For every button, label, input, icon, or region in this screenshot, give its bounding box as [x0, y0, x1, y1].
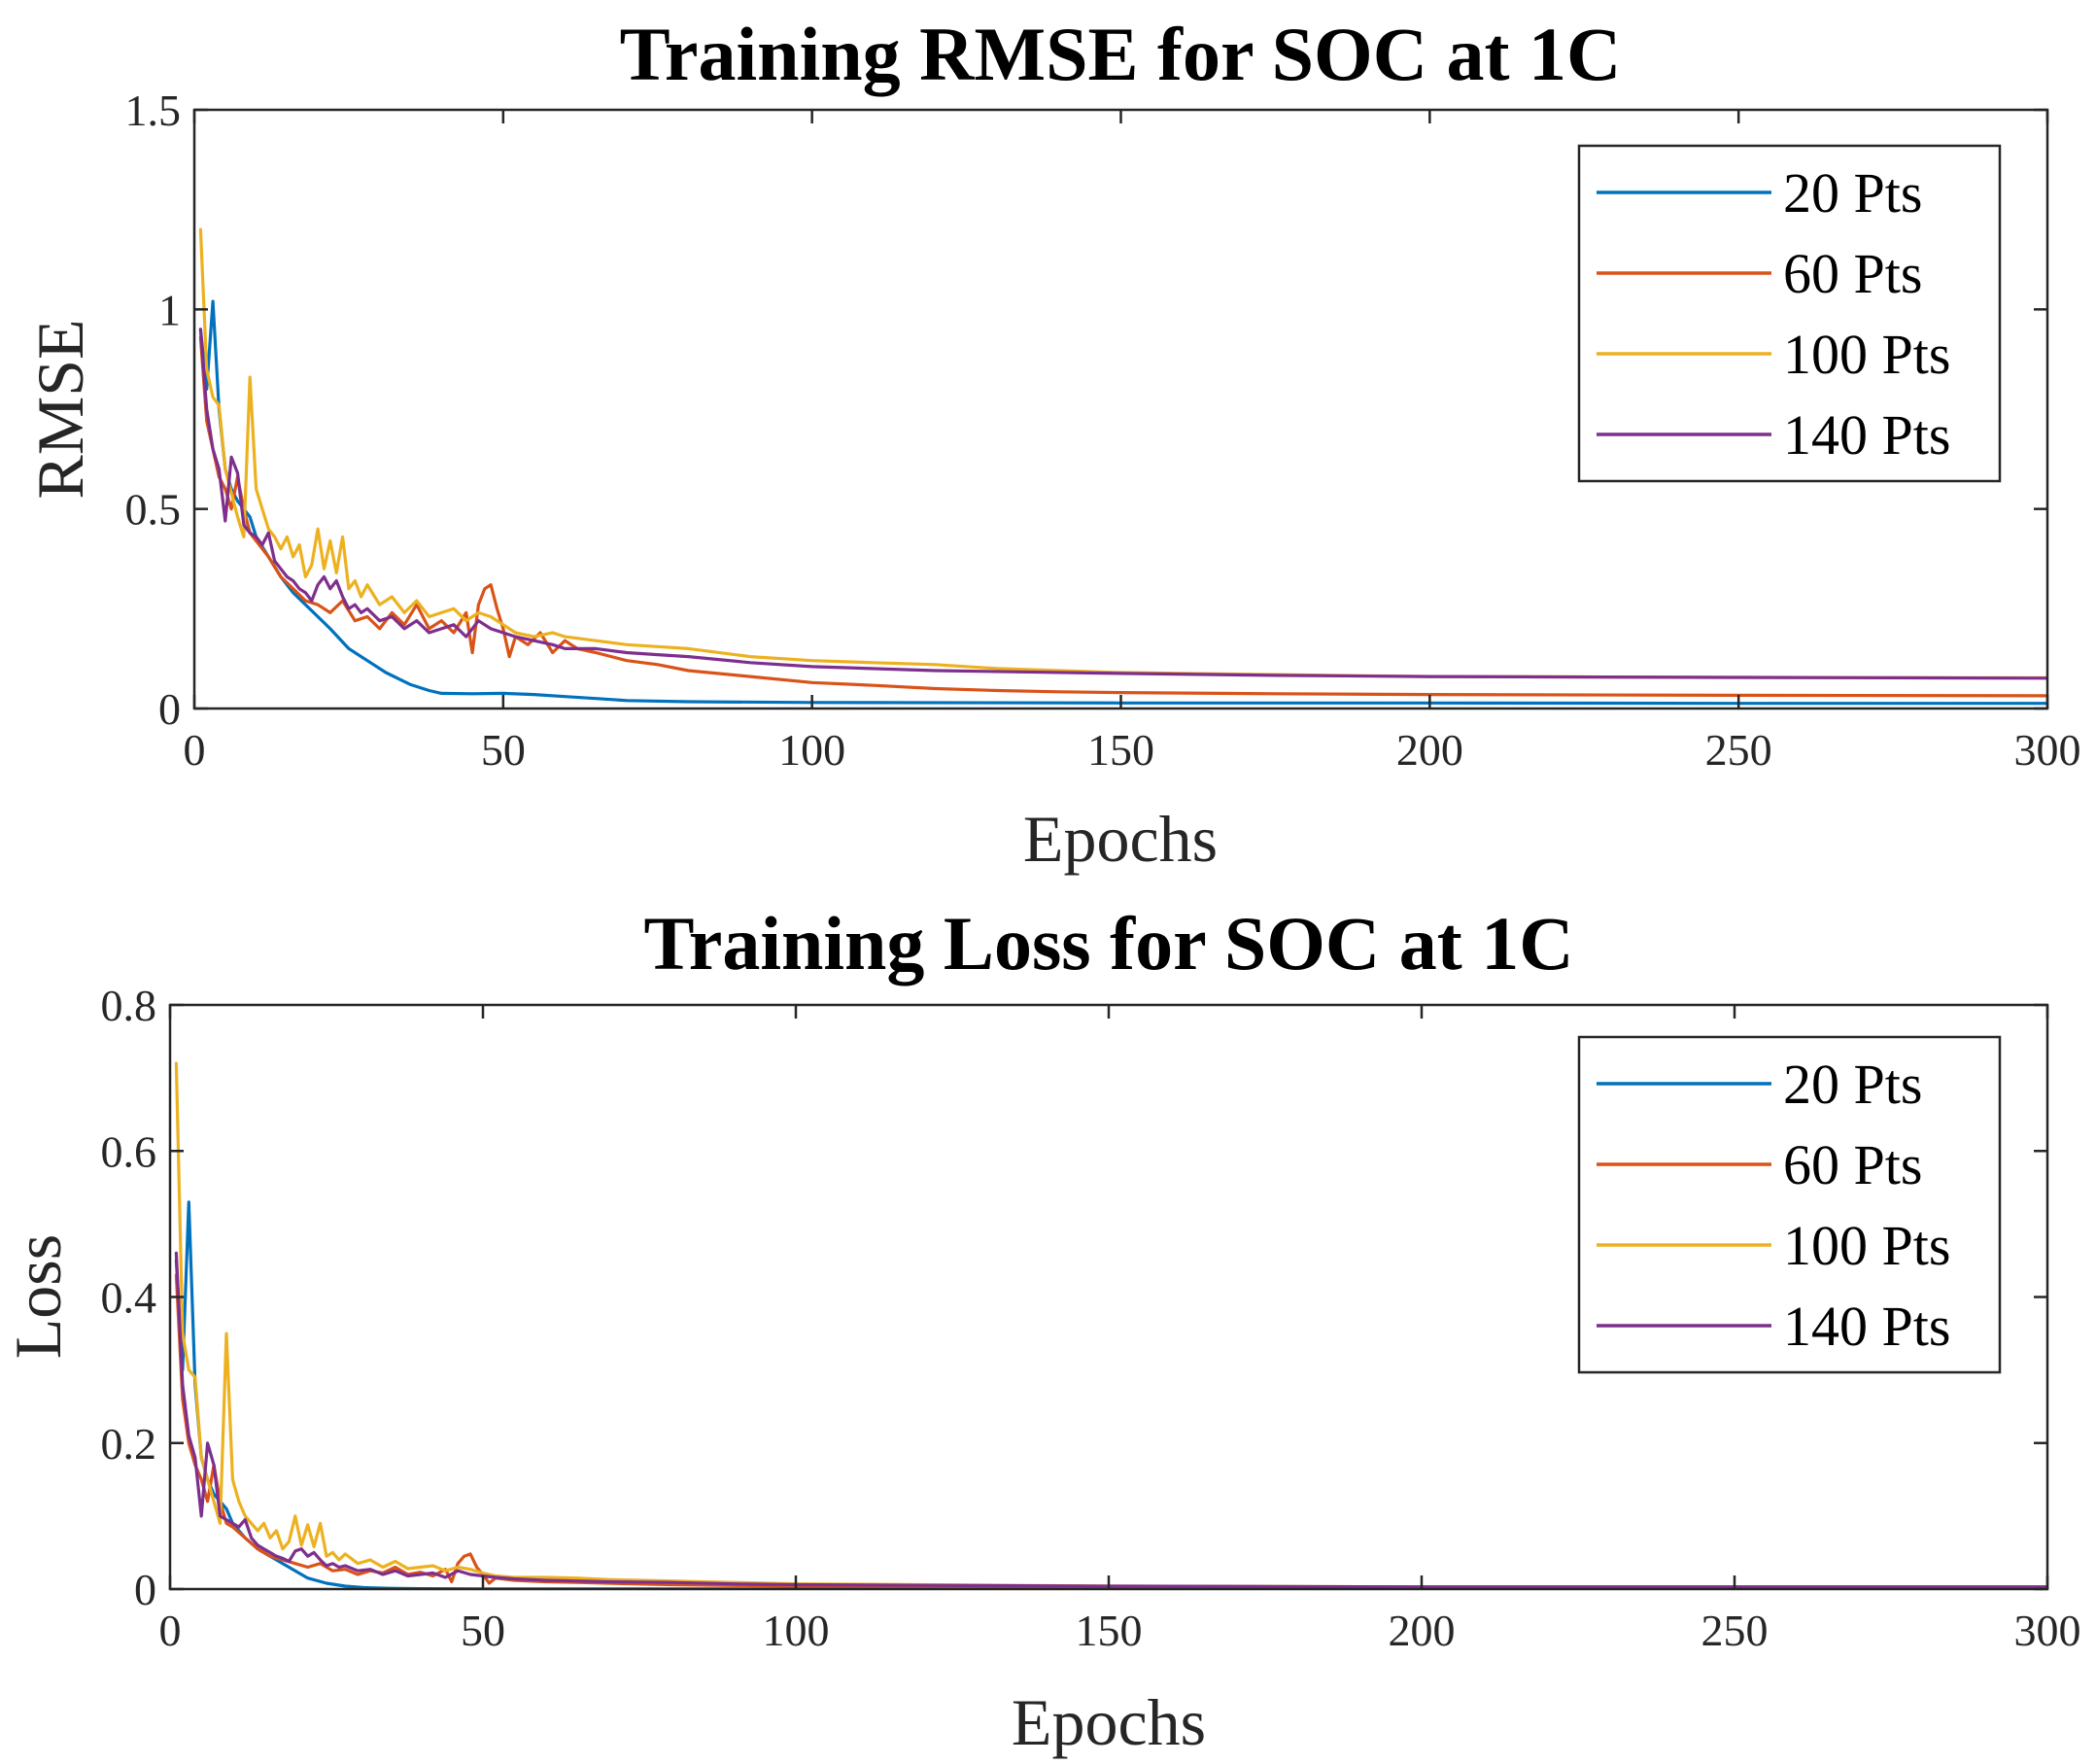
y-tick-label: 1.5 [125, 86, 182, 135]
x-tick-label: 0 [184, 725, 206, 775]
series-line-60-pts [198, 335, 2047, 698]
series-line-140-pts [198, 328, 2047, 680]
legend: 20 Pts 60 Pts 100 Pts 140 Pts [1577, 1035, 2002, 1374]
y-axis-label: Loss [1, 1234, 75, 1359]
y-tick-label: 0 [134, 1565, 156, 1614]
legend-box [1577, 144, 2002, 483]
x-tick-label: 200 [1389, 1606, 1456, 1655]
legend-box [1577, 1035, 2002, 1374]
y-tick-label: 0.4 [101, 1273, 157, 1323]
x-tick-label: 150 [1076, 1606, 1143, 1655]
series-group [174, 1061, 2047, 1589]
x-tick-label: 150 [1087, 725, 1154, 775]
legend: 20 Pts 60 Pts 100 Pts 140 Pts [1577, 144, 2002, 483]
y-tick-label: 0.5 [125, 485, 182, 535]
legend-label: 140 Pts [1783, 1295, 1950, 1358]
series-line-100-pts [198, 227, 2047, 679]
series-group [198, 227, 2047, 706]
x-axis-label: Epochs [1012, 1685, 1206, 1759]
legend-label: 60 Pts [1783, 242, 1922, 305]
x-tick-label: 250 [1705, 725, 1772, 775]
x-tick-label: 50 [461, 1606, 505, 1655]
x-tick-label: 100 [778, 725, 845, 775]
x-axis-label: Epochs [1023, 802, 1218, 876]
x-tick-label: 250 [1701, 1606, 1769, 1655]
y-tick-label: 0.2 [101, 1419, 157, 1469]
legend-label: 100 Pts [1783, 1214, 1950, 1277]
series-line-100-pts [174, 1061, 2047, 1589]
x-tick-label: 200 [1396, 725, 1463, 775]
x-tick-label: 100 [763, 1606, 830, 1655]
legend-label: 100 Pts [1783, 323, 1950, 386]
chart-2: Training Loss for SOC at 1C 0 50 100 150 200 2… [1, 901, 2081, 1759]
legend-label: 20 Pts [1783, 161, 1922, 225]
y-tick-label: 0 [158, 684, 181, 734]
y-tick-label: 1 [158, 285, 181, 334]
chart-1: Training RMSE for SOC at 1C 0 50 100 150 200 2… [23, 12, 2081, 876]
x-tick-label: 300 [2014, 1606, 2081, 1655]
x-tick-label: 300 [2014, 725, 2081, 775]
y-tick-label: 0.6 [101, 1126, 157, 1176]
chart-title: Training Loss for SOC at 1C [643, 901, 1573, 986]
y-tick-label: 0.8 [101, 981, 157, 1030]
chart-title: Training RMSE for SOC at 1C [620, 12, 1622, 96]
x-tick-label: 0 [159, 1606, 182, 1655]
legend-label: 20 Pts [1783, 1053, 1922, 1116]
x-tick-label: 50 [481, 725, 526, 775]
series-line-140-pts [174, 1251, 2047, 1589]
legend-label: 60 Pts [1783, 1133, 1922, 1196]
legend-label: 140 Pts [1783, 403, 1950, 467]
y-axis-label: RMSE [23, 319, 97, 499]
